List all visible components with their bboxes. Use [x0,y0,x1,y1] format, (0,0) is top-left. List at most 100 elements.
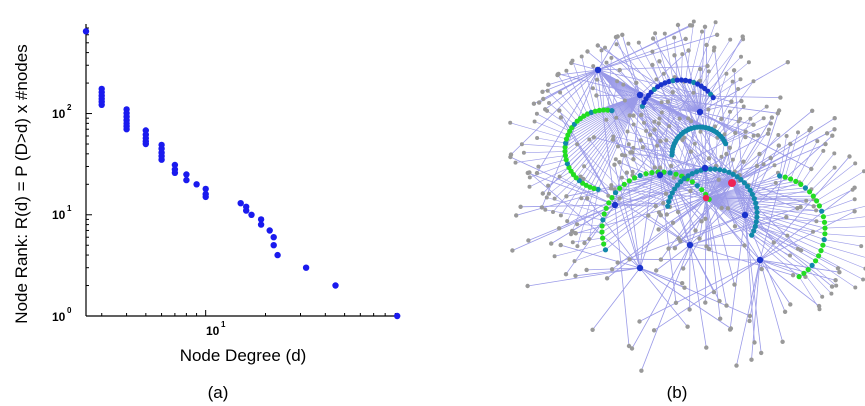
network-edge [560,183,583,216]
network-edge [711,81,733,130]
network-edge [597,45,701,113]
leaf-node [761,116,766,121]
hub-node [636,264,644,272]
arc-node [564,161,571,167]
network-edge [809,167,835,193]
network-edge [589,94,641,188]
leaf-node [751,133,756,138]
arc-node [754,205,760,211]
network-edge [596,68,616,206]
leaf-node [703,216,708,221]
leaf-node [706,156,712,161]
network-edge [611,167,706,198]
network-edge [616,44,655,90]
network-edge [759,259,840,273]
network-edge [759,259,791,305]
arc-node [665,203,671,209]
network-edge [607,57,612,111]
leaf-node [646,213,651,218]
leaf-node [656,227,661,232]
network-edge [592,267,641,331]
arc-node [601,241,607,247]
leaf-node [829,284,835,289]
leaf-node [725,206,731,211]
leaf-node [556,226,562,231]
leaf-node [661,200,666,206]
arc-node [588,109,594,115]
network-edge [740,134,779,180]
leaf-node [525,283,530,289]
leaf-node [531,101,537,106]
leaf-node [634,80,639,86]
leaf-node [814,208,819,213]
leaf-node [820,294,825,299]
network-edge [613,136,673,150]
network-edge [566,185,587,222]
leaf-node [728,109,732,114]
network-edge [705,132,828,199]
network-edge [557,69,599,76]
leaf-node [626,142,631,147]
arc-node [666,199,672,205]
network-edge [659,174,677,303]
leaf-node [727,145,732,150]
leaf-node [768,121,773,126]
network-edge [700,39,731,87]
leaf-node [526,238,531,243]
network-edge [627,131,674,147]
leaf-node [558,115,564,120]
network-edge [614,204,630,347]
leaf-node [778,95,783,100]
leaf-node [623,153,628,158]
arc-node [796,274,802,280]
arc-node [821,219,828,225]
network-edge [752,182,776,195]
y-tick-label-10: 10 [52,208,66,222]
network-edge [581,56,596,112]
hub-node [702,194,710,202]
leaf-node [837,270,842,275]
leaf-node [847,154,852,159]
data-point [302,264,310,271]
leaf-node [578,174,583,179]
network-edge [677,24,701,113]
network-edge [732,135,754,175]
arc-node [723,141,729,147]
leaf-node [785,233,790,238]
network-edge [688,175,733,184]
arc-node [717,167,723,173]
arc-node [821,237,827,243]
leaf-node [817,307,822,312]
leaf-node [581,176,586,182]
data-point [183,176,190,184]
leaf-node [809,126,814,130]
network-edge [574,231,603,234]
leaf-node [619,175,624,180]
arc-node [599,229,605,235]
hub-node [701,164,709,172]
network-edge [683,137,697,172]
arc-node [591,185,597,192]
leaf-node [739,98,744,104]
network-edge [639,267,683,284]
network-edge [699,94,711,113]
network-edge [699,111,812,170]
data-point [270,234,277,241]
leaf-node [659,110,664,115]
leaf-node [622,98,627,103]
arc-node [807,189,813,195]
leaf-node [609,267,615,272]
arc-node [596,107,603,113]
panel-a-caption: (a) [208,383,229,402]
network-edge [597,36,619,71]
leaf-node [658,139,663,144]
network-edge [779,135,787,176]
leaf-node [551,210,555,214]
hub-node [656,171,664,179]
network-edge [624,100,678,139]
arc-node [777,173,783,179]
leaf-node [809,166,814,172]
leaf-node [648,132,653,137]
leaf-node [604,60,609,65]
network-edge [577,223,603,227]
